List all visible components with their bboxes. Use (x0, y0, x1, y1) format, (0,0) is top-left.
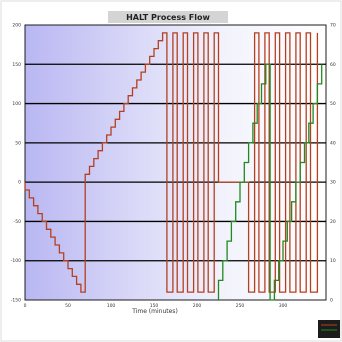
y2-tick-label-7: 0 (330, 298, 333, 304)
y-tick-label-6: -100 (11, 258, 21, 264)
y-tick-label-5: -50 (14, 219, 21, 225)
y-tick-label-0: 200 (12, 23, 21, 29)
x-tick-label-5: 250 (236, 303, 245, 309)
y2-tick-label-0: 70 (330, 23, 336, 29)
series-line-2 (217, 63, 323, 301)
x-tick-label-6: 300 (279, 303, 288, 309)
y-tick-label-7: -150 (11, 298, 21, 304)
series-lines (24, 32, 323, 301)
y-tick-label-2: 100 (12, 101, 21, 107)
y2-tick-label-4: 30 (330, 180, 336, 186)
x-tick-label-4: 200 (193, 303, 202, 309)
y2-tick-label-2: 50 (330, 101, 336, 107)
y-tick-label-3: 50 (15, 140, 21, 146)
x-tick-label-2: 100 (107, 303, 116, 309)
y2-tick-label-5: 20 (330, 219, 336, 225)
series-line-1 (24, 32, 319, 293)
y-tick-label-4: 0 (18, 180, 21, 186)
title-bar (108, 11, 228, 23)
plot-frame (24, 24, 327, 301)
x-tick-label-1: 50 (65, 303, 71, 309)
x-tick-label-0: 0 (24, 303, 27, 309)
y-tick-label-1: 150 (12, 62, 21, 68)
x-axis-title: Time (minutes) (131, 308, 178, 315)
x-tick-label-3: 150 (150, 303, 159, 309)
legend-box (318, 320, 340, 338)
y2-tick-label-1: 60 (330, 62, 336, 68)
chart-title: HALT Process Flow (126, 13, 210, 22)
legend (318, 320, 340, 338)
y2-tick-label-3: 40 (330, 140, 336, 146)
y2-tick-label-6: 10 (330, 258, 336, 264)
plot-area (25, 25, 326, 300)
